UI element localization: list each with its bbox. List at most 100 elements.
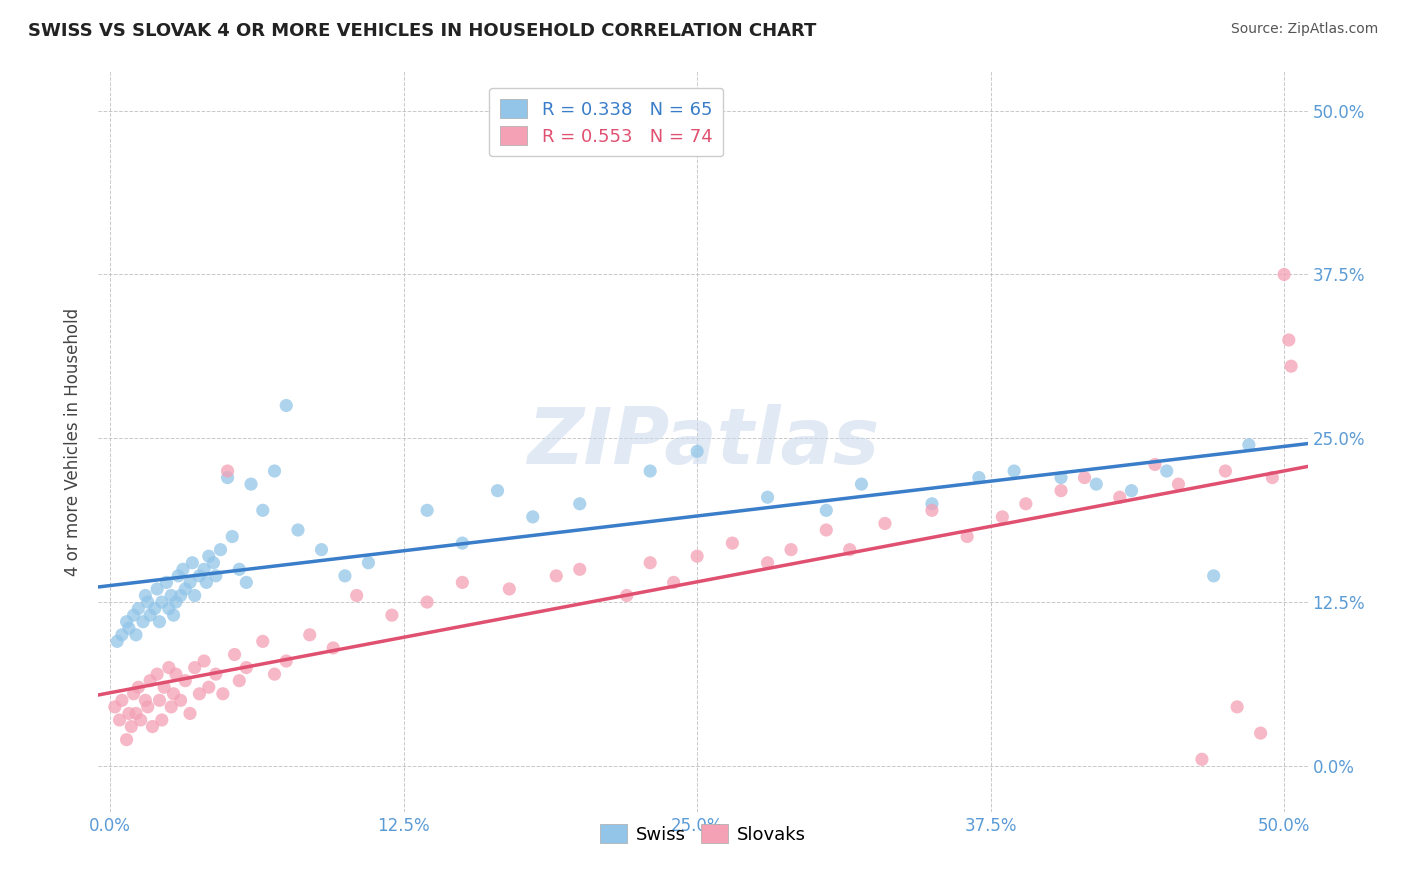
Point bbox=[134, 589, 156, 603]
Point bbox=[162, 687, 184, 701]
Point bbox=[1002, 464, 1025, 478]
Point bbox=[546, 569, 568, 583]
Point bbox=[221, 530, 243, 544]
Point bbox=[240, 477, 263, 491]
Point bbox=[157, 660, 180, 674]
Point bbox=[188, 569, 211, 583]
Point bbox=[967, 470, 990, 484]
Point bbox=[183, 660, 205, 674]
Point bbox=[134, 693, 156, 707]
Point bbox=[921, 497, 943, 511]
Point bbox=[115, 615, 138, 629]
Point bbox=[193, 562, 215, 576]
Point bbox=[311, 542, 333, 557]
Point bbox=[153, 680, 176, 694]
Point bbox=[183, 589, 205, 603]
Point bbox=[160, 589, 183, 603]
Point bbox=[104, 699, 127, 714]
Point bbox=[873, 516, 896, 531]
Point bbox=[157, 601, 180, 615]
Point bbox=[1226, 699, 1249, 714]
Text: Source: ZipAtlas.com: Source: ZipAtlas.com bbox=[1230, 22, 1378, 37]
Point bbox=[686, 444, 709, 458]
Point bbox=[522, 509, 544, 524]
Point bbox=[150, 595, 173, 609]
Point bbox=[838, 542, 860, 557]
Point bbox=[991, 509, 1014, 524]
Point bbox=[815, 523, 838, 537]
Point bbox=[1108, 490, 1130, 504]
Point bbox=[1121, 483, 1143, 498]
Point bbox=[139, 673, 162, 688]
Point bbox=[125, 706, 148, 721]
Point bbox=[174, 673, 197, 688]
Point bbox=[357, 556, 380, 570]
Point bbox=[129, 713, 152, 727]
Point bbox=[416, 595, 439, 609]
Point bbox=[197, 680, 219, 694]
Point bbox=[139, 608, 162, 623]
Point bbox=[1202, 569, 1225, 583]
Point bbox=[568, 562, 591, 576]
Point bbox=[204, 569, 226, 583]
Point bbox=[217, 464, 239, 478]
Point bbox=[150, 713, 173, 727]
Point bbox=[638, 556, 661, 570]
Point bbox=[146, 667, 169, 681]
Point bbox=[322, 640, 344, 655]
Point bbox=[195, 575, 218, 590]
Point bbox=[287, 523, 309, 537]
Point bbox=[1050, 483, 1073, 498]
Point bbox=[486, 483, 509, 498]
Point bbox=[416, 503, 439, 517]
Point bbox=[179, 706, 201, 721]
Point bbox=[346, 589, 368, 603]
Point bbox=[111, 693, 134, 707]
Point bbox=[1073, 470, 1095, 484]
Point bbox=[204, 667, 226, 681]
Point bbox=[160, 699, 183, 714]
Point bbox=[1015, 497, 1038, 511]
Legend: Swiss, Slovaks: Swiss, Slovaks bbox=[593, 816, 813, 851]
Point bbox=[143, 601, 166, 615]
Point bbox=[188, 687, 211, 701]
Point bbox=[132, 615, 155, 629]
Point bbox=[146, 582, 169, 596]
Point bbox=[127, 601, 149, 615]
Point bbox=[956, 530, 979, 544]
Point bbox=[105, 634, 128, 648]
Point bbox=[921, 503, 943, 517]
Point bbox=[756, 490, 779, 504]
Point bbox=[263, 464, 285, 478]
Point bbox=[224, 648, 246, 662]
Point bbox=[202, 556, 225, 570]
Point bbox=[136, 595, 159, 609]
Text: ZIPatlas: ZIPatlas bbox=[527, 403, 879, 480]
Point bbox=[498, 582, 520, 596]
Point bbox=[1272, 268, 1295, 282]
Point bbox=[451, 575, 474, 590]
Point bbox=[125, 628, 148, 642]
Point bbox=[209, 542, 232, 557]
Point bbox=[616, 589, 638, 603]
Text: SWISS VS SLOVAK 4 OR MORE VEHICLES IN HOUSEHOLD CORRELATION CHART: SWISS VS SLOVAK 4 OR MORE VEHICLES IN HO… bbox=[28, 22, 817, 40]
Point bbox=[1143, 458, 1166, 472]
Point bbox=[1085, 477, 1108, 491]
Point bbox=[136, 699, 159, 714]
Point bbox=[1237, 438, 1260, 452]
Point bbox=[111, 628, 134, 642]
Point bbox=[165, 667, 187, 681]
Point bbox=[1050, 470, 1073, 484]
Point bbox=[155, 575, 177, 590]
Point bbox=[122, 687, 145, 701]
Point bbox=[148, 693, 170, 707]
Point bbox=[174, 582, 197, 596]
Point bbox=[167, 569, 190, 583]
Point bbox=[756, 556, 779, 570]
Point bbox=[108, 713, 131, 727]
Point bbox=[179, 575, 201, 590]
Point bbox=[127, 680, 149, 694]
Point bbox=[193, 654, 215, 668]
Point bbox=[1278, 333, 1301, 347]
Point bbox=[638, 464, 661, 478]
